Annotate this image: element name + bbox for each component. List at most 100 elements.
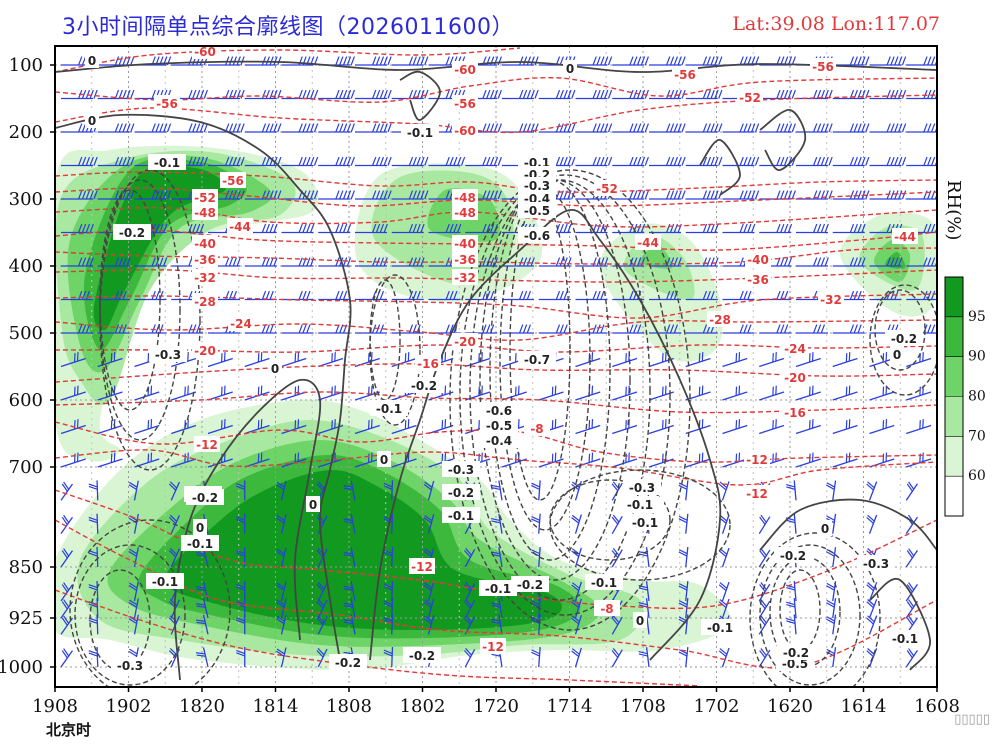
omega-label: -0.2 xyxy=(405,377,443,393)
omega-contour-zero xyxy=(55,60,937,73)
omega-label: -0.3 xyxy=(149,346,187,362)
omega-label: -0.1 xyxy=(626,514,664,530)
omega-label: -0.2 xyxy=(186,489,224,505)
wind-barb xyxy=(423,480,435,501)
omega-contour-negative xyxy=(89,569,151,671)
y-tick-label-100: 100 xyxy=(9,55,43,76)
colorbar-title: RH(%) xyxy=(943,180,964,241)
wind-barb xyxy=(60,548,74,568)
wind-barb xyxy=(832,156,870,167)
temperature-label: -24 xyxy=(782,340,808,356)
wind-barb xyxy=(649,290,681,301)
x-tick-label-1802: 1802 xyxy=(400,696,446,717)
omega-contour-zero xyxy=(369,209,722,661)
omega-label: -0.1 xyxy=(701,619,739,635)
wind-barb xyxy=(134,419,160,435)
wind-barb xyxy=(575,123,613,133)
wind-barb xyxy=(612,452,638,468)
wind-barb xyxy=(61,89,98,100)
wind-barb xyxy=(575,89,613,100)
wind-barb xyxy=(575,56,613,66)
wind-barb xyxy=(244,123,282,133)
wind-barb xyxy=(531,614,541,635)
wind-barb xyxy=(502,257,535,267)
omega-contour-layer xyxy=(55,60,937,687)
omega-label: 0 xyxy=(306,496,320,512)
omega-label: -0.6 xyxy=(518,227,556,243)
wind-barb xyxy=(612,123,649,133)
wind-barb xyxy=(318,385,344,401)
y-tick-label-200: 200 xyxy=(9,122,43,143)
svg-text:-0.2: -0.2 xyxy=(780,549,806,563)
svg-text:-8: -8 xyxy=(530,422,543,436)
svg-text:-52: -52 xyxy=(596,182,618,196)
wind-barb xyxy=(575,419,601,435)
wind-barb xyxy=(88,513,99,534)
contour-label-layer: -60-60-60-56-56-56 -56-56-52-52-52 -48-48-… xyxy=(85,45,924,673)
wind-barb xyxy=(343,614,356,635)
svg-text:-60: -60 xyxy=(194,45,216,59)
wind-barb xyxy=(759,223,793,234)
wind-barb xyxy=(832,352,858,368)
wind-barb xyxy=(502,89,539,100)
colorbar: 95 90 80 70 60 xyxy=(944,276,986,517)
temperature-label: -36 xyxy=(452,251,478,267)
omega-contour-negative xyxy=(449,169,691,631)
omega-contour-negative xyxy=(369,274,421,426)
x-tick-label-1702: 1702 xyxy=(694,696,740,717)
wind-barb xyxy=(685,257,719,267)
wind-barb xyxy=(244,419,270,435)
omega-contour-negative xyxy=(69,519,231,687)
wind-barb xyxy=(171,123,208,133)
svg-text:-60: -60 xyxy=(454,63,476,77)
wind-barb xyxy=(502,324,534,334)
wind-barb xyxy=(383,646,394,668)
omega-contour-negative xyxy=(74,544,186,686)
temperature-label: -48 xyxy=(192,204,218,220)
wind-barb xyxy=(391,156,429,167)
svg-text:-44: -44 xyxy=(229,220,251,234)
svg-text:-0.2: -0.2 xyxy=(783,646,809,660)
wind-barb xyxy=(236,614,246,635)
wind-barb xyxy=(648,352,674,368)
wind-barb xyxy=(61,324,93,334)
wind-barb xyxy=(343,513,356,534)
wind-barb xyxy=(571,647,582,668)
wind-barb xyxy=(465,223,499,234)
omega-label: -0.1 xyxy=(479,580,517,596)
timezone-label: 北京时 xyxy=(46,721,92,739)
temperature-label: -44 xyxy=(892,228,918,244)
temperature-isotherm xyxy=(55,77,937,103)
y-tick-label-850: 850 xyxy=(9,557,43,578)
svg-text:-0.5: -0.5 xyxy=(486,419,512,433)
temperature-isotherm xyxy=(55,293,937,319)
wind-barb xyxy=(685,352,711,368)
wind-barb xyxy=(869,190,907,200)
temperature-label: -44 xyxy=(227,218,253,234)
wind-barb xyxy=(97,89,135,100)
omega-label: 0 xyxy=(563,60,577,76)
temperature-label: -56 xyxy=(452,95,478,111)
colorbar-label-60: 60 xyxy=(968,468,986,484)
wind-barb xyxy=(685,385,711,401)
wind-barb xyxy=(316,598,328,619)
svg-text:-0.1: -0.1 xyxy=(154,156,180,170)
svg-text:-0.1: -0.1 xyxy=(187,537,213,551)
x-tick-label-1814: 1814 xyxy=(253,696,299,717)
wind-barb xyxy=(685,89,723,100)
colorbar-segment xyxy=(945,316,963,357)
wind-barb xyxy=(318,223,352,234)
svg-text:-0.6: -0.6 xyxy=(486,404,512,418)
temperature-label: -56 xyxy=(810,58,836,74)
wind-barb xyxy=(276,614,287,635)
wind-barb xyxy=(678,581,689,602)
rh-region-lower-core-95 xyxy=(164,469,562,630)
wind-barb xyxy=(355,190,392,200)
wind-barb xyxy=(866,615,878,635)
wind-barb xyxy=(244,89,282,100)
svg-text:0: 0 xyxy=(566,62,574,76)
svg-text:-0.2: -0.2 xyxy=(411,379,437,393)
chart-title: 3小时间隔单点综合廓线图（2026011600） xyxy=(62,15,514,40)
svg-text:-44: -44 xyxy=(637,236,659,250)
wind-barb xyxy=(318,156,355,167)
